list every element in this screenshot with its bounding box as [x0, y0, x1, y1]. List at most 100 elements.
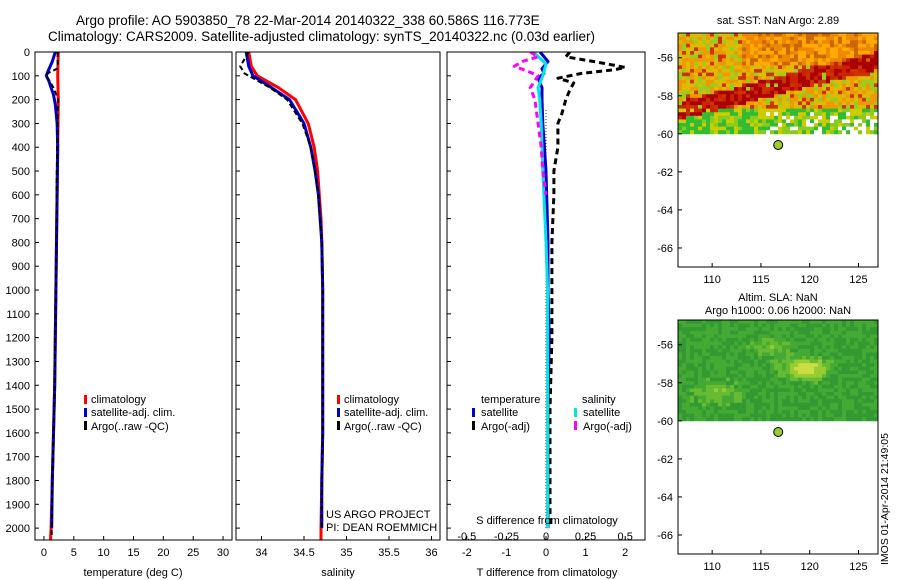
heatmap-cell	[846, 76, 851, 81]
heatmap-cell	[778, 327, 783, 332]
heatmap-cell	[726, 413, 731, 418]
heatmap-cell	[726, 61, 731, 66]
heatmap-cell	[722, 76, 727, 81]
heatmap-cell	[738, 108, 743, 113]
heatmap-cell	[810, 47, 815, 52]
heatmap-cell	[774, 384, 779, 389]
heatmap-cell	[782, 83, 787, 88]
heatmap-cell	[810, 410, 815, 415]
heatmap-cell	[694, 330, 699, 335]
heatmap-cell	[766, 395, 771, 400]
heatmap-cell	[686, 345, 691, 350]
heatmap-cell	[686, 370, 691, 375]
heatmap-cell	[710, 65, 715, 70]
heatmap-cell	[694, 410, 699, 415]
heatmap-cell	[866, 79, 871, 84]
heatmap-cell	[770, 126, 775, 131]
heatmap-cell	[690, 363, 695, 368]
legend-label-climatology: climatology	[344, 394, 400, 406]
heatmap-cell	[778, 323, 783, 328]
heatmap-cell	[826, 384, 831, 389]
heatmap-cell	[714, 356, 719, 361]
heatmap-cell	[842, 87, 847, 92]
heatmap-cell	[790, 69, 795, 74]
heatmap-cell	[738, 381, 743, 386]
heatmap-cell	[714, 334, 719, 339]
heatmap-cell	[726, 348, 731, 353]
heatmap-cell	[726, 370, 731, 375]
heatmap-cell	[786, 90, 791, 95]
heatmap-cell	[822, 33, 827, 37]
heatmap-cell	[806, 327, 811, 332]
heatmap-cell	[682, 320, 687, 324]
heatmap-cell	[770, 352, 775, 357]
heatmap-cell	[758, 79, 763, 84]
heatmap-cell	[822, 69, 827, 74]
heatmap-cell	[702, 399, 707, 404]
heatmap-cell	[870, 105, 875, 110]
heatmap-cell	[822, 87, 827, 92]
heatmap-cell	[798, 338, 803, 343]
heatmap-cell	[746, 126, 751, 131]
heatmap-cell	[850, 352, 855, 357]
heatmap-cell	[686, 40, 691, 45]
legend-label-satellite: satellite-adj. clim.	[91, 407, 175, 419]
heatmap-cell	[830, 370, 835, 375]
heatmap-cell	[834, 406, 839, 411]
heatmap-cell	[786, 119, 791, 124]
heatmap-cell	[698, 392, 703, 397]
heatmap-cell	[730, 320, 735, 324]
heatmap-cell	[710, 115, 715, 120]
heatmap-cell	[762, 33, 767, 37]
heatmap-cell	[738, 112, 743, 117]
heatmap-cell	[774, 366, 779, 371]
heatmap-cell	[850, 61, 855, 66]
heatmap-cell	[762, 58, 767, 63]
heatmap-cell	[758, 399, 763, 404]
heatmap-cell	[830, 112, 835, 117]
heatmap-cell	[786, 399, 791, 404]
heatmap-cell	[766, 65, 771, 70]
heatmap-cell	[706, 352, 711, 357]
heatmap-cell	[682, 97, 687, 102]
heatmap-cell	[818, 417, 823, 422]
heatmap-cell	[870, 83, 875, 88]
heatmap-cell	[798, 392, 803, 397]
heatmap-cell	[758, 320, 763, 324]
heatmap-cell	[818, 392, 823, 397]
heatmap-cell	[858, 36, 863, 41]
heatmap-cell	[862, 87, 867, 92]
heatmap-cell	[694, 101, 699, 106]
heatmap-cell	[690, 123, 695, 128]
heatmap-cell	[822, 370, 827, 375]
heatmap-cell	[842, 79, 847, 84]
heatmap-cell	[874, 40, 879, 45]
heatmap-cell	[870, 51, 875, 56]
heatmap-cell	[774, 392, 779, 397]
heatmap-cell	[678, 345, 683, 350]
heatmap-cell	[698, 356, 703, 361]
heatmap-cell	[714, 61, 719, 66]
heatmap-cell	[706, 381, 711, 386]
heatmap-cell	[838, 79, 843, 84]
heatmap-cell	[694, 69, 699, 74]
heatmap-cell	[766, 323, 771, 328]
heatmap-cell	[746, 352, 751, 357]
heatmap-cell	[834, 359, 839, 364]
heatmap-cell	[782, 69, 787, 74]
heatmap-cell	[798, 47, 803, 52]
heatmap-cell	[742, 61, 747, 66]
heatmap-cell	[842, 377, 847, 382]
heatmap-cell	[818, 112, 823, 117]
heatmap-cell	[694, 54, 699, 59]
heatmap-cell	[766, 33, 771, 37]
heatmap-cell	[682, 51, 687, 56]
heatmap-cell	[790, 377, 795, 382]
heatmap-cell	[846, 112, 851, 117]
heatmap-cell	[806, 334, 811, 339]
heatmap-cell	[714, 338, 719, 343]
heatmap-cell	[706, 392, 711, 397]
sst-map-title: sat. SST: NaN Argo: 2.89	[717, 15, 839, 27]
heatmap-cell	[850, 105, 855, 110]
heatmap-cell	[694, 327, 699, 332]
